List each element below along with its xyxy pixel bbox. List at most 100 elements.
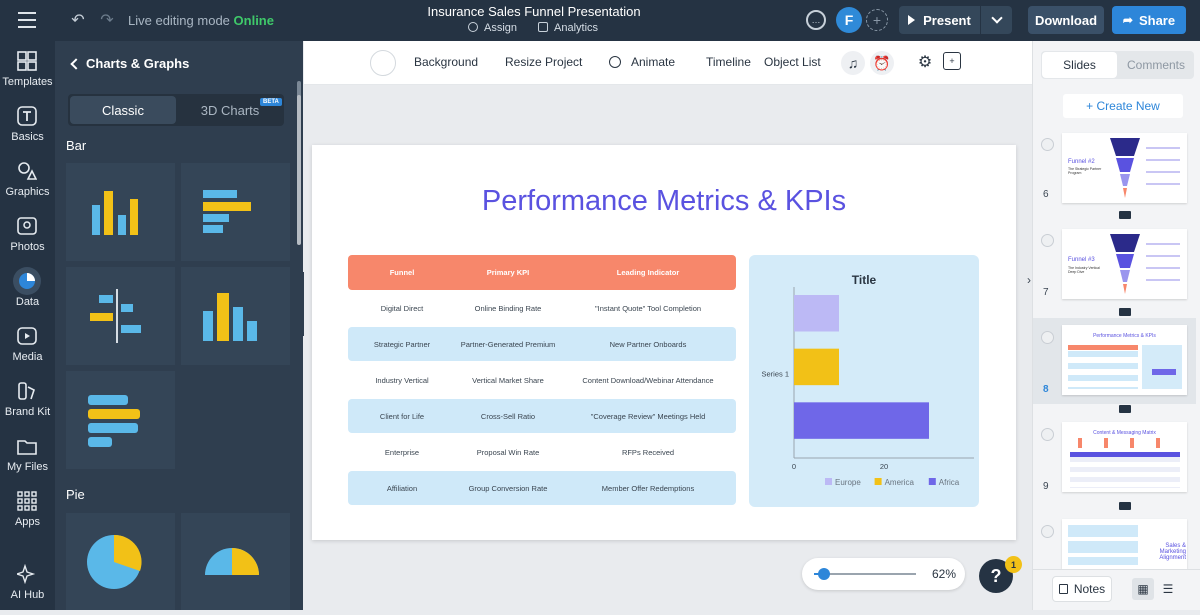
- chart-thumb-pie[interactable]: [66, 513, 175, 610]
- object-list-button[interactable]: Object List: [764, 55, 821, 69]
- panel-title: Charts & Graphs: [86, 56, 190, 71]
- chart-thumb-3d-column[interactable]: [181, 267, 290, 365]
- redo-icon[interactable]: ↷: [100, 12, 114, 29]
- table-row[interactable]: Enterprise Proposal Win Rate RFPs Receiv…: [348, 435, 736, 469]
- alarm-clock-icon[interactable]: ⏰: [870, 51, 894, 75]
- rail-item-photos[interactable]: Photos: [0, 208, 55, 263]
- slide-options-icon[interactable]: [1041, 138, 1054, 151]
- rail-item-brand-kit[interactable]: Brand Kit: [0, 373, 55, 428]
- table-row[interactable]: Digital Direct Online Binding Rate "Inst…: [348, 291, 736, 325]
- slide-options-icon[interactable]: [1041, 331, 1054, 344]
- slide-options-icon[interactable]: [1041, 525, 1054, 538]
- rail-item-templates[interactable]: Templates: [0, 43, 55, 98]
- analytics-icon: [538, 22, 548, 32]
- zoom-slider-track[interactable]: [814, 573, 916, 575]
- beta-badge: BETA: [260, 98, 282, 106]
- slide-options-icon[interactable]: [1041, 234, 1054, 247]
- present-button[interactable]: Present: [899, 6, 980, 34]
- chart-thumb-vertical-bar[interactable]: [66, 163, 175, 261]
- project-title[interactable]: Insurance Sales Funnel Presentation: [427, 4, 641, 19]
- rail-item-basics[interactable]: Basics: [0, 98, 55, 153]
- slide-thumb-subtitle: The Industry Vertical Deep Dive: [1068, 266, 1100, 274]
- rail-item-my-files[interactable]: My Files: [0, 428, 55, 483]
- analytics-label: Analytics: [554, 22, 599, 34]
- table-cell: Affiliation: [386, 484, 418, 493]
- undo-icon[interactable]: ↶: [71, 12, 85, 29]
- slide-options-icon[interactable]: [1041, 428, 1054, 441]
- table-row[interactable]: Affiliation Group Conversion Rate Member…: [348, 471, 736, 505]
- table-header[interactable]: Funnel Primary KPI Leading Indicator: [348, 255, 736, 290]
- table-row[interactable]: Industry Vertical Vertical Market Share …: [348, 363, 736, 397]
- assign-link[interactable]: Assign: [468, 22, 517, 34]
- table-header-cell: Primary KPI: [486, 268, 530, 277]
- table-row[interactable]: Client for Life Cross-Sell Ratio "Covera…: [348, 399, 736, 433]
- slide-thumb-blocks: [1068, 525, 1138, 565]
- chart-thumb-3d-horizontal-bar[interactable]: [66, 371, 175, 469]
- grid-view-icon[interactable]: ▦: [1132, 578, 1154, 600]
- slide-thumbnail-7[interactable]: Funnel #3 The Industry Vertical Deep Div…: [1062, 229, 1187, 299]
- chart-thumb-half-pie[interactable]: [181, 513, 290, 610]
- hamburger-menu-icon[interactable]: [17, 12, 37, 28]
- slide-thumbnail-10[interactable]: Sales & Marketing Alignment: [1062, 519, 1187, 569]
- canvas-toolbar: Background Resize Project Animate Timeli…: [304, 41, 1032, 85]
- list-view-icon[interactable]: ☰: [1162, 582, 1174, 596]
- slide-transition-icon[interactable]: [1119, 502, 1131, 510]
- zoom-slider-thumb[interactable]: [818, 568, 831, 580]
- slide-transition-icon[interactable]: [1119, 405, 1131, 413]
- slide-thumb-title: Funnel #2: [1068, 159, 1095, 165]
- music-note-icon[interactable]: ♫: [841, 51, 865, 75]
- present-options-chevron-icon[interactable]: [981, 6, 1012, 34]
- timeline-button[interactable]: Timeline: [706, 55, 751, 69]
- avatar[interactable]: F: [836, 7, 862, 33]
- table-row[interactable]: Strategic Partner Partner-Generated Prem…: [348, 327, 736, 361]
- bar-africa: [794, 402, 929, 439]
- back-chevron-icon[interactable]: [70, 58, 82, 70]
- zoom-control: 62%: [802, 558, 965, 590]
- rail-item-media[interactable]: Media: [0, 318, 55, 373]
- notes-button[interactable]: Notes: [1052, 576, 1112, 602]
- slide-transition-icon[interactable]: [1119, 211, 1131, 219]
- assign-icon: [468, 22, 478, 32]
- background-color-swatch[interactable]: [370, 50, 396, 76]
- bar-chart[interactable]: Title Series 1 0 20 Europe America Africa: [749, 255, 979, 507]
- slide-transition-icon[interactable]: [1119, 308, 1131, 316]
- chat-bubble-icon[interactable]: …: [806, 10, 826, 30]
- table-cell: Strategic Partner: [373, 340, 431, 349]
- resize-project-button[interactable]: Resize Project: [505, 55, 583, 69]
- rail-label: Photos: [10, 241, 45, 253]
- zoom-value[interactable]: 62%: [932, 567, 957, 581]
- share-button[interactable]: ➦ Share: [1112, 6, 1186, 34]
- canvas-scrollbar[interactable]: [297, 95, 301, 245]
- play-icon: [908, 15, 916, 25]
- download-button[interactable]: Download: [1028, 6, 1104, 34]
- legend-label: America: [885, 478, 915, 487]
- rail-item-graphics[interactable]: Graphics: [0, 153, 55, 208]
- chart-thumb-diverging-bar[interactable]: [66, 267, 175, 365]
- bar-chart-svg: Title Series 1 0 20 Europe America Africa: [761, 273, 974, 487]
- rail-item-data[interactable]: Data: [0, 263, 55, 318]
- slide-title[interactable]: Performance Metrics & KPIs: [481, 185, 847, 217]
- add-collaborator-icon[interactable]: +: [866, 9, 888, 31]
- tab-3d-charts[interactable]: 3D Charts: [200, 102, 260, 118]
- ai-image-icon[interactable]: +: [943, 52, 961, 70]
- analytics-link[interactable]: Analytics: [538, 22, 598, 34]
- create-new-slide-button[interactable]: + Create New: [1063, 94, 1183, 118]
- tab-classic[interactable]: Classic: [70, 96, 176, 124]
- rail-item-apps[interactable]: Apps: [0, 483, 55, 538]
- folder-icon: [17, 436, 37, 456]
- tab-comments[interactable]: Comments: [1126, 58, 1185, 72]
- gear-icon[interactable]: ⚙: [917, 54, 933, 71]
- animate-button[interactable]: Animate: [631, 55, 676, 69]
- rail-item-ai-hub[interactable]: AI Hub: [0, 556, 55, 611]
- slide-thumbnail-8[interactable]: Performance Metrics & KPIs: [1062, 325, 1187, 395]
- photo-icon: [17, 216, 37, 236]
- chart-thumb-horizontal-bar[interactable]: [181, 163, 290, 261]
- expand-slides-chevron-icon[interactable]: ›: [1027, 273, 1031, 287]
- slide-thumbnail-6[interactable]: Funnel #2 The Strategic Partner Program: [1062, 133, 1187, 203]
- background-button[interactable]: Background: [414, 55, 479, 69]
- legend-swatch: [825, 478, 832, 485]
- slide-thumbnail-9[interactable]: Content & Messaging Matrix: [1062, 422, 1187, 492]
- tab-slides[interactable]: Slides: [1042, 52, 1117, 78]
- bar-america: [794, 348, 839, 386]
- funnel-graphic: [1110, 138, 1140, 198]
